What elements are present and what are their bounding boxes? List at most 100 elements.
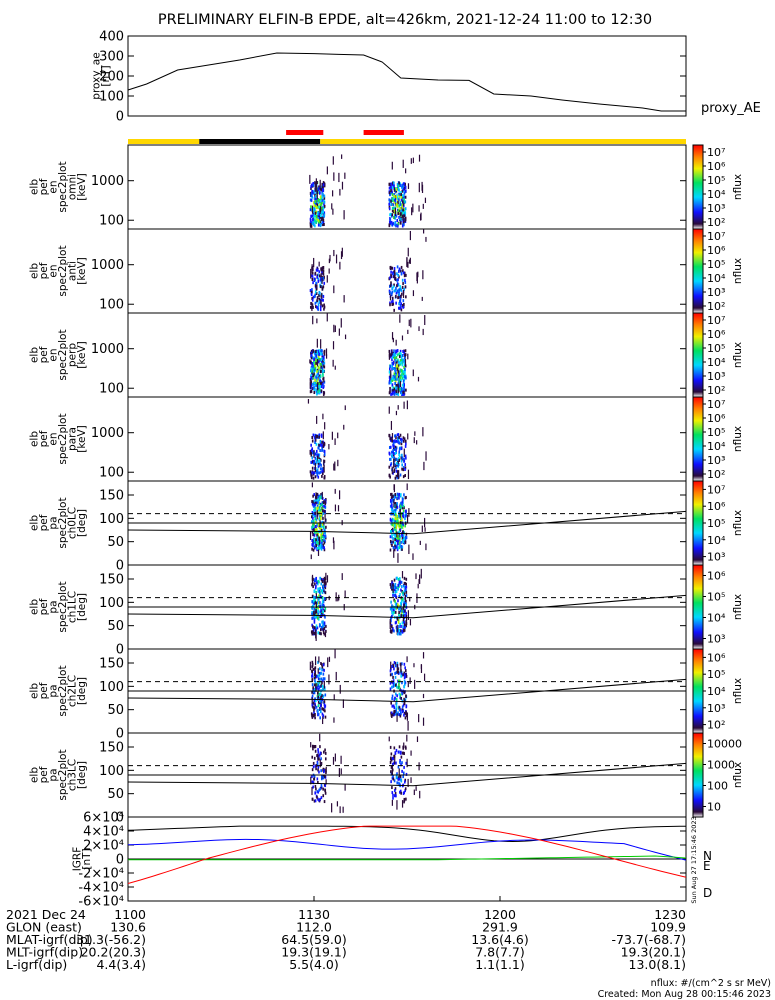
energy-burst-1-pixel xyxy=(312,367,314,371)
pitch-burst-1-pixel xyxy=(313,616,316,620)
energy-burst-2-pixel xyxy=(397,440,400,444)
energy-burst-2-pixel xyxy=(391,199,394,203)
energy-burst-2-pixel xyxy=(400,212,402,216)
pitch-burst-1-pixel xyxy=(315,584,317,588)
pitch-burst-1-pixel xyxy=(322,716,324,720)
pitch-burst-1-pixel xyxy=(314,601,317,605)
energy-burst-1-pixel xyxy=(320,203,322,207)
energy-burst-2-pixel xyxy=(398,188,400,192)
pitch-burst-2-pixel xyxy=(400,697,403,701)
energy-burst-1-pixel xyxy=(316,296,319,300)
energy-streak xyxy=(390,370,392,379)
pitch-burst-1-pixel xyxy=(319,495,322,499)
pitch-burst-2-pixel xyxy=(394,502,397,506)
pitch-streak xyxy=(317,753,319,761)
pitch-burst-1-pixel xyxy=(311,632,314,636)
energy-streak xyxy=(321,278,323,284)
ephemeris-value: 130.6 xyxy=(110,920,146,935)
colorbar-tick-label: 10⁴ xyxy=(707,272,726,285)
energy-burst-1-pixel xyxy=(323,223,325,227)
energy-panel-tick-label: 1000 xyxy=(91,426,124,441)
pitch-burst-2-pixel xyxy=(396,496,399,500)
pitch-burst-2-pixel xyxy=(396,776,399,780)
energy-burst-2-pixel xyxy=(397,184,400,188)
pitch-burst-2-pixel xyxy=(399,535,402,539)
pitch-burst-1-pixel xyxy=(316,686,318,690)
energy-burst-2-pixel xyxy=(395,189,398,193)
energy-burst-2-pixel xyxy=(404,211,407,215)
pitch-burst-2-pixel xyxy=(395,692,397,696)
colorbar-tick-label: 10000 xyxy=(707,738,742,751)
pitch-burst-1-pixel xyxy=(317,700,320,704)
energy-burst-2-pixel xyxy=(402,379,405,383)
pitch-burst-2-pixel xyxy=(394,517,397,521)
energy-burst-1-pixel xyxy=(315,210,318,214)
pitch-streak xyxy=(318,536,321,545)
energy-burst-2-pixel xyxy=(391,292,393,296)
colorbar-tick-label: 10⁵ xyxy=(707,258,725,271)
pitch-burst-1-pixel xyxy=(317,631,320,635)
energy-streak xyxy=(397,405,399,410)
pitch-burst-1-pixel xyxy=(314,672,316,676)
energy-burst-1-pixel xyxy=(319,352,322,356)
energy-burst-1-pixel xyxy=(322,377,324,381)
energy-panel-ylabel-line: spec2plot xyxy=(57,245,69,296)
energy-panel-frame xyxy=(127,144,687,230)
pitch-burst-2-pixel xyxy=(394,534,397,538)
energy-burst-1-pixel xyxy=(310,301,312,305)
energy-burst-2-pixel xyxy=(390,186,393,190)
energy-burst-1-pixel xyxy=(312,374,314,378)
pitch-burst-2-pixel xyxy=(389,583,392,587)
pitch-burst-2-pixel xyxy=(402,629,405,633)
pitch-burst-1-pixel xyxy=(320,761,323,765)
pitch-burst-2-pixel xyxy=(395,712,398,716)
energy-burst-1-pixel xyxy=(311,447,314,451)
pitch-burst-1-pixel xyxy=(317,495,320,499)
energy-burst-1-pixel xyxy=(310,214,312,218)
pitch-burst-2-pixel xyxy=(390,540,393,544)
energy-burst-1-pixel xyxy=(315,442,318,446)
pitch-burst-1-pixel xyxy=(318,692,321,696)
pitch-burst-2-pixel xyxy=(392,608,395,612)
energy-burst-1-pixel xyxy=(317,188,320,192)
energy-streak xyxy=(395,339,397,346)
energy-burst-1-pixel xyxy=(315,219,318,223)
pitch-burst-1-pixel xyxy=(324,774,326,778)
energy-burst-1-pixel xyxy=(311,195,313,199)
energy-burst-1-pixel xyxy=(319,374,322,378)
energy-streak xyxy=(317,382,319,391)
pitch-burst-1-pixel xyxy=(315,528,317,532)
pitch-burst-2-pixel xyxy=(392,494,394,498)
pitch-burst-2-pixel xyxy=(396,576,398,580)
energy-streak xyxy=(398,470,400,480)
pitch-burst-1-pixel xyxy=(312,604,315,608)
pitch-burst-2-pixel xyxy=(391,527,394,531)
pitch-streak xyxy=(414,679,416,689)
energy-burst-2-pixel xyxy=(397,283,400,287)
energy-burst-2-pixel xyxy=(394,220,397,224)
pitch-streak xyxy=(403,742,405,748)
pitch-burst-2-pixel xyxy=(398,683,400,687)
energy-burst-2-pixel xyxy=(392,285,395,289)
pitch-burst-2-pixel xyxy=(398,610,400,614)
energy-burst-2-pixel xyxy=(400,269,402,273)
pitch-streak xyxy=(311,482,313,488)
pitch-burst-2-pixel xyxy=(391,665,393,669)
energy-burst-1-pixel xyxy=(323,391,326,395)
pitch-burst-1-pixel xyxy=(319,751,322,755)
pitch-burst-1-pixel xyxy=(317,601,320,605)
energy-burst-2-pixel xyxy=(390,392,392,396)
energy-burst-2-pixel xyxy=(397,212,400,216)
pitch-burst-1-pixel xyxy=(317,538,320,542)
energy-burst-1-pixel xyxy=(309,221,312,225)
energy-burst-1-pixel xyxy=(316,357,319,361)
energy-burst-1-pixel xyxy=(323,361,326,365)
proxy-ae-ylabel-line: [nT] xyxy=(100,65,112,86)
status-bar-segment xyxy=(199,139,321,144)
energy-burst-2-pixel xyxy=(391,186,394,190)
pitch-streak xyxy=(309,661,311,671)
pitch-burst-2-pixel xyxy=(402,792,405,796)
energy-streak xyxy=(424,315,426,326)
pitch-burst-2-pixel xyxy=(394,675,397,679)
pitch-burst-1-pixel xyxy=(323,677,326,681)
